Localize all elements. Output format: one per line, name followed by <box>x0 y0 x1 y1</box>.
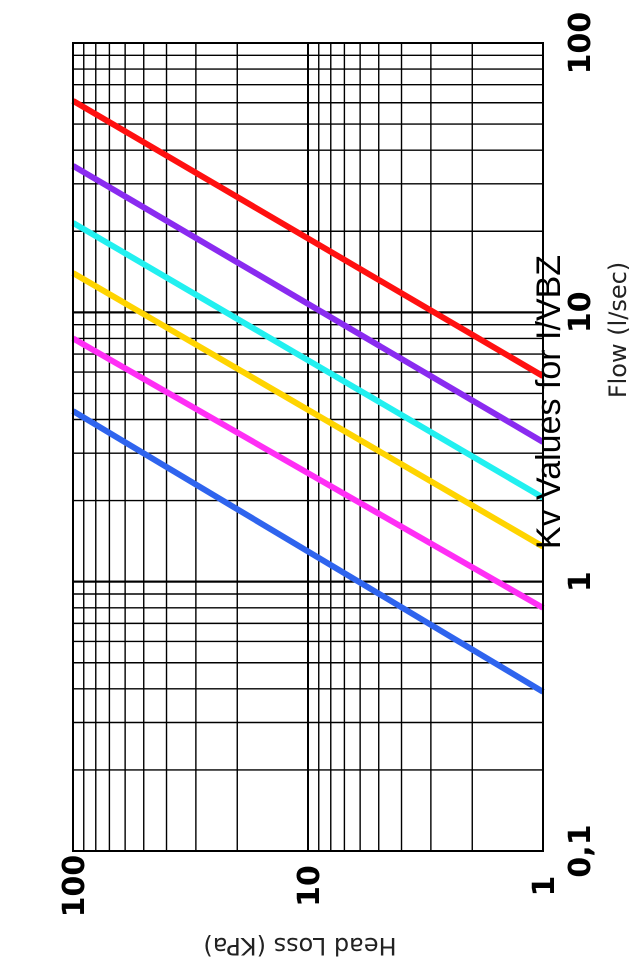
flow-tick-label: 100 <box>563 12 598 75</box>
y-axis-label: Head Loss (KPa) <box>203 932 396 960</box>
grid <box>72 42 544 852</box>
head-loss-tick-label: 10 <box>292 865 327 907</box>
series-lines <box>71 98 545 695</box>
x-tick-labels: 0,1 1 10 100 <box>563 12 598 878</box>
x-axis-label: Flow (l/sec) <box>604 262 632 398</box>
kv-series-line-3 <box>71 270 545 550</box>
kv-series-line-1 <box>71 408 545 695</box>
kv-series-line-6 <box>71 98 545 379</box>
y-tick-labels: 1 10 100 <box>57 855 562 918</box>
chart-title: Kv Values for I/VBZ <box>530 255 568 549</box>
head-loss-tick-label: 1 <box>527 876 562 897</box>
flow-tick-label: 0,1 <box>563 824 598 877</box>
flow-tick-label: 10 <box>563 291 598 333</box>
kv-series-line-4 <box>71 220 545 501</box>
flow-tick-label: 1 <box>563 571 598 592</box>
plot-frame <box>72 42 544 852</box>
head-loss-tick-label: 100 <box>57 855 92 918</box>
kv-series-line-5 <box>71 163 545 445</box>
kv-series-line-2 <box>71 335 545 611</box>
